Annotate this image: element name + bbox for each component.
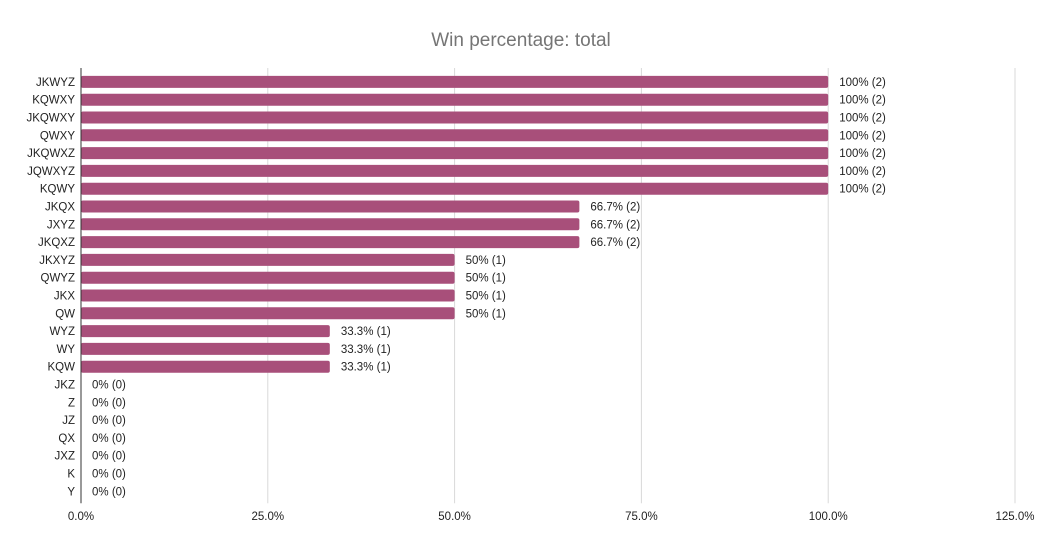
category-label: K: [67, 469, 75, 481]
bar: [81, 342, 330, 355]
data-label: 50% (1): [466, 255, 506, 267]
category-label: Z: [68, 397, 75, 409]
category-label: KQWXY: [32, 95, 75, 107]
x-axis-ticks: 0.0% 25.0% 50.0% 75.0% 100.0% 125.0%: [68, 511, 1035, 523]
category-label: KQWY: [40, 184, 75, 196]
x-tick-label: 25.0%: [251, 511, 284, 523]
data-label: 100% (2): [839, 113, 886, 125]
data-label: 0% (0): [92, 469, 126, 481]
data-label: 50% (1): [466, 273, 506, 285]
category-label: JKQXZ: [38, 237, 75, 249]
data-label: 66.7% (2): [590, 219, 640, 231]
data-label: 100% (2): [839, 95, 886, 107]
data-label: 100% (2): [839, 130, 886, 142]
data-label: 50% (1): [466, 291, 506, 303]
bar: [81, 236, 580, 249]
bar: [81, 75, 829, 88]
category-label: JKQX: [45, 202, 75, 214]
bar: [81, 218, 580, 231]
category-label: QWXY: [40, 130, 75, 142]
chart-title: Win percentage: total: [431, 30, 611, 51]
data-label: 0% (0): [92, 451, 126, 463]
data-label: 0% (0): [92, 380, 126, 392]
category-label: KQW: [48, 362, 76, 374]
bar: [81, 182, 829, 195]
category-label: QW: [55, 308, 75, 320]
category-label: QX: [58, 433, 75, 445]
bar: [81, 325, 330, 338]
data-label: 50% (1): [466, 308, 506, 320]
x-tick-label: 125.0%: [995, 511, 1034, 523]
category-label: JKX: [54, 291, 75, 303]
category-labels: JKWYZKQWXYJKQWXYQWXYJKQWXZJQWXYZKQWYJKQX…: [26, 77, 75, 498]
data-label: 33.3% (1): [341, 344, 391, 356]
category-label: JKQWXZ: [27, 148, 75, 160]
category-label: JKWYZ: [36, 77, 75, 89]
bar: [81, 93, 829, 106]
bars: [81, 75, 829, 373]
bar: [81, 200, 580, 213]
data-label: 0% (0): [92, 433, 126, 445]
data-label: 0% (0): [92, 415, 126, 427]
bar: [81, 307, 455, 320]
x-tick-label: 0.0%: [68, 511, 94, 523]
bar: [81, 164, 829, 177]
data-label: 66.7% (2): [590, 237, 640, 249]
data-label: 0% (0): [92, 486, 126, 498]
category-label: JKXYZ: [39, 255, 75, 267]
bar: [81, 253, 455, 266]
category-label: QWYZ: [41, 273, 76, 285]
bar: [81, 360, 330, 373]
bar: [81, 129, 829, 142]
data-label: 100% (2): [839, 166, 886, 178]
category-label: Y: [67, 486, 75, 498]
category-label: JQWXYZ: [27, 166, 75, 178]
bar: [81, 111, 829, 124]
x-tick-label: 50.0%: [438, 511, 471, 523]
category-label: JKQWXY: [26, 113, 75, 125]
bar: [81, 289, 455, 302]
data-label: 33.3% (1): [341, 326, 391, 338]
category-label: JXYZ: [47, 219, 75, 231]
data-labels: 100% (2) 100% (2) 100% (2) 100% (2) 100% (2)…: [92, 77, 886, 498]
category-label: WY: [56, 344, 75, 356]
data-label: 100% (2): [839, 148, 886, 160]
data-label: 100% (2): [839, 184, 886, 196]
x-tick-label: 100.0%: [809, 511, 848, 523]
data-label: 33.3% (1): [341, 362, 391, 374]
category-label: JXZ: [55, 451, 75, 463]
bar: [81, 271, 455, 284]
category-label: WYZ: [49, 326, 75, 338]
data-label: 66.7% (2): [590, 202, 640, 214]
category-label: JZ: [62, 415, 75, 427]
bar: [81, 147, 829, 160]
data-label: 100% (2): [839, 77, 886, 89]
data-label: 0% (0): [92, 397, 126, 409]
x-tick-label: 75.0%: [625, 511, 658, 523]
category-label: JKZ: [55, 380, 75, 392]
